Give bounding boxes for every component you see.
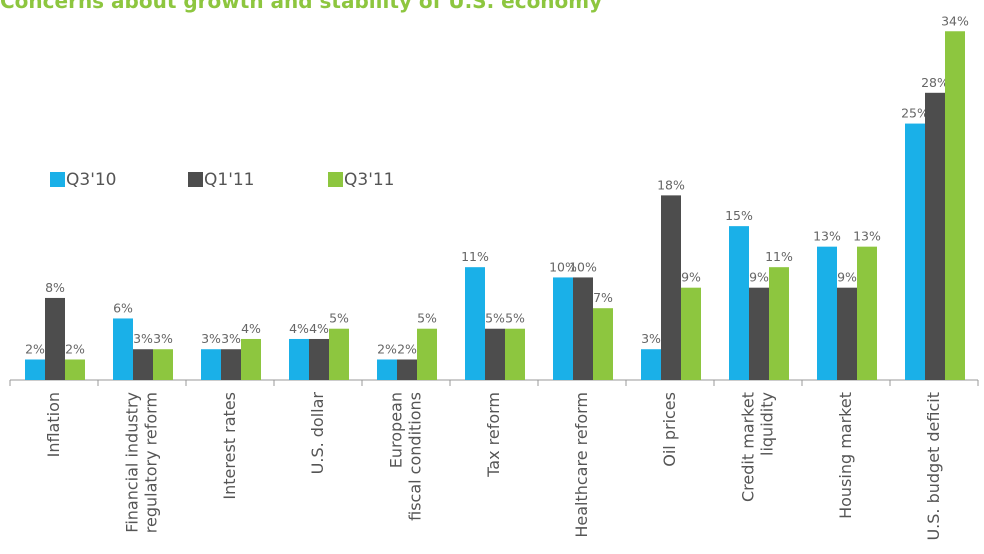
bar (45, 297, 65, 380)
bar (25, 359, 45, 380)
bar (241, 338, 261, 380)
bar (153, 349, 173, 380)
bar (377, 359, 397, 380)
data-label: 4% (289, 321, 309, 336)
bar (397, 359, 417, 380)
bar (593, 308, 613, 380)
data-label: 18% (657, 177, 685, 192)
data-label: 3% (641, 331, 661, 346)
bar (681, 287, 701, 380)
bar (641, 349, 661, 380)
data-label: 5% (505, 311, 525, 326)
x-tick-label: Oil prices (660, 392, 679, 467)
bar (769, 267, 789, 380)
chart-title: Concerns about growth and stability of U… (0, 0, 602, 13)
data-label: 8% (45, 280, 65, 295)
bar (817, 246, 837, 380)
data-label: 10% (569, 259, 597, 274)
data-label: 4% (241, 321, 261, 336)
data-label: 13% (853, 229, 881, 244)
x-tick-label: Tax reform (484, 392, 503, 478)
bar (837, 287, 857, 380)
data-label: 2% (25, 341, 45, 356)
bar (65, 359, 85, 380)
data-label: 2% (65, 341, 85, 356)
data-label: 15% (725, 208, 753, 223)
data-label: 7% (593, 290, 613, 305)
bar (201, 349, 221, 380)
data-label: 2% (397, 341, 417, 356)
data-label: 9% (837, 270, 857, 285)
data-label: 3% (153, 331, 173, 346)
data-label: 9% (749, 270, 769, 285)
data-label: 3% (201, 331, 221, 346)
data-label: 5% (485, 311, 505, 326)
x-tick-label: U.S. budget deficit (924, 392, 943, 541)
data-label: 10% (549, 259, 577, 274)
x-tick-label: Credit marketliquidity (738, 392, 776, 502)
x-tick-label: Healthcare reform (572, 392, 591, 538)
bar (113, 318, 133, 380)
data-label: 34% (941, 13, 969, 28)
x-tick-label: Interest rates (220, 392, 239, 500)
data-label: 13% (813, 229, 841, 244)
legend-label: Q1'11 (204, 170, 255, 190)
x-tick-label: U.S. dollar (308, 392, 327, 475)
bar (749, 287, 769, 380)
data-label: 11% (765, 249, 793, 264)
legend-label: Q3'10 (66, 170, 117, 190)
bar (133, 349, 153, 380)
legend-label: Q3'11 (344, 170, 395, 190)
x-tick-label: Housing market (836, 392, 855, 519)
bar (945, 31, 965, 381)
bar (417, 328, 437, 380)
data-label: 5% (329, 311, 349, 326)
data-label: 25% (901, 106, 929, 121)
bar (329, 328, 349, 380)
bar (857, 246, 877, 380)
bar (661, 195, 681, 380)
bar (925, 92, 945, 381)
data-label: 5% (417, 311, 437, 326)
data-label: 2% (377, 341, 397, 356)
data-label: 11% (461, 249, 489, 264)
data-label: 28% (921, 75, 949, 90)
legend-swatch (50, 172, 65, 187)
legend-swatch (188, 172, 203, 187)
bar (505, 328, 525, 380)
bar (573, 277, 593, 380)
data-label: 4% (309, 321, 329, 336)
bar (485, 328, 505, 380)
bar (289, 338, 309, 380)
x-tick-label: Europeanfiscal conditions (386, 392, 424, 521)
data-label: 3% (133, 331, 153, 346)
legend-swatch (328, 172, 343, 187)
bar (553, 277, 573, 380)
data-label: 9% (681, 270, 701, 285)
bar (905, 123, 925, 381)
data-label: 3% (221, 331, 241, 346)
bar (465, 267, 485, 380)
x-tick-label: Inflation (44, 392, 63, 457)
bar (309, 338, 329, 380)
data-label: 6% (113, 300, 133, 315)
bar (221, 349, 241, 380)
x-tick-label: Financial industryregulatory reform (122, 392, 160, 533)
bar (729, 226, 749, 380)
